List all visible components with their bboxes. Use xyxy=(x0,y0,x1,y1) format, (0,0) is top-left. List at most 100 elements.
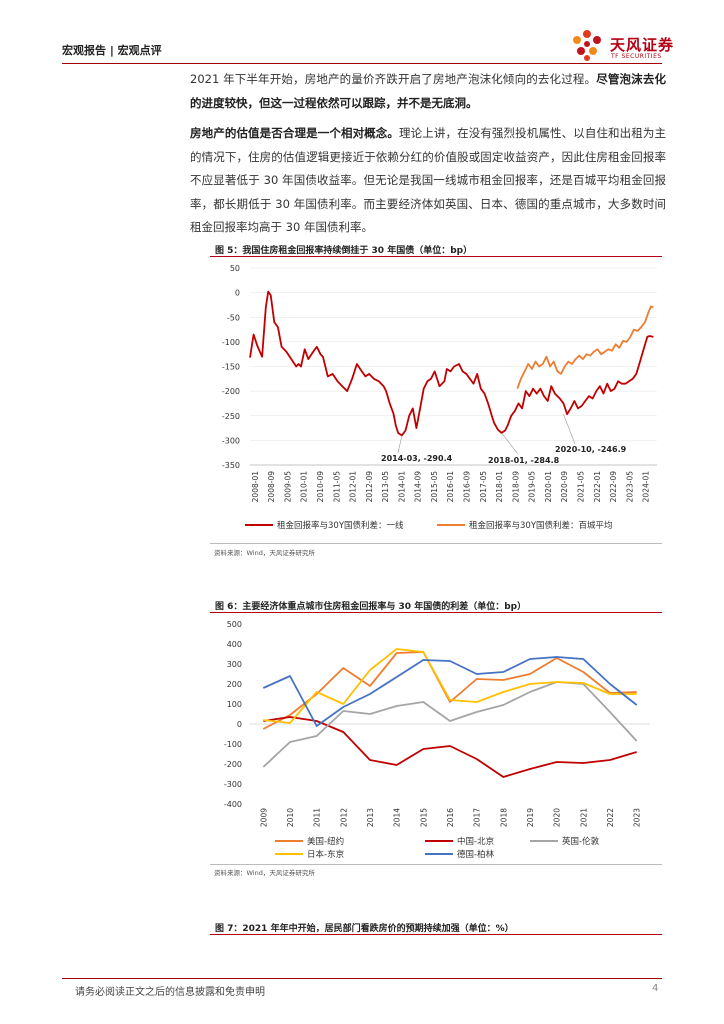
x-tick-label: 2017 xyxy=(473,808,482,827)
paragraph-2-emphasis: 房地产的估值是否合理是一个相对概念。 xyxy=(190,126,400,140)
series-line xyxy=(263,716,637,778)
x-tick-label: 2019 xyxy=(526,808,535,827)
figure-7-top-rule xyxy=(210,934,662,935)
logo-subtext: TF SECURITIES xyxy=(611,53,662,60)
x-tick-label: 2014-09 xyxy=(414,471,423,503)
paragraph-1-text: 2021 年下半年开始，房地产的量价齐跌开启了房地产泡沫化倾向的去化过程。 xyxy=(190,72,597,86)
figure-6-title: 图 6：主要经济体重点城市住房租金回报率与 30 年国债的利差（单位：bp） xyxy=(215,602,527,612)
x-tick-label: 2008-01 xyxy=(251,471,260,503)
y-tick-label: 0 xyxy=(237,720,242,729)
annotation-label: 2014-03, -290.4 xyxy=(381,454,453,463)
y-tick-label: -50 xyxy=(227,313,240,322)
x-tick-label: 2022-01 xyxy=(593,471,602,503)
report-category: 宏观报告 | 宏观点评 xyxy=(62,44,162,57)
y-tick-label: -350 xyxy=(222,461,240,470)
x-tick-label: 2022-09 xyxy=(609,471,618,503)
legend-label: 中国-北京 xyxy=(457,836,494,847)
x-tick-label: 2012-01 xyxy=(349,471,358,503)
x-tick-label: 2022 xyxy=(606,808,615,827)
annotation-leader xyxy=(563,414,576,445)
y-tick-label: -200 xyxy=(224,760,242,769)
paragraph-2: 房地产的估值是否合理是一个相对概念。理论上讲，在没有强烈投机属性、以自住和出租为… xyxy=(190,122,666,240)
legend-label-tier1: 租金回报率与30Y国债利差：一线 xyxy=(277,520,404,531)
x-tick-label: 2016-01 xyxy=(446,471,455,503)
x-tick-label: 2018-09 xyxy=(511,471,520,503)
logo-flower-icon xyxy=(573,30,601,61)
series-line xyxy=(262,656,638,727)
figure-6-chart: 500 400 300 200 100 0 -100 -200 -300 -400 2009 2010… xyxy=(224,620,650,860)
legend-label: 英国-伦敦 xyxy=(562,836,600,847)
x-tick-label: 2015 xyxy=(419,808,428,827)
y-tick-label: 200 xyxy=(227,680,242,689)
x-tick-label: 2010-01 xyxy=(300,471,309,503)
x-tick-label: 2014-01 xyxy=(397,471,406,503)
x-tick-label: 2012 xyxy=(339,808,348,827)
x-tick-label: 2019-05 xyxy=(528,471,537,503)
figure-5-source: 资料来源：Wind，天风证券研究所 xyxy=(214,549,315,557)
legend-label-hundred-city: 租金回报率与30Y国债利差：百城平均 xyxy=(469,520,613,531)
x-tick-label: 2014 xyxy=(393,808,402,827)
x-tick-label: 2016 xyxy=(446,808,455,827)
annotation-leader xyxy=(397,435,403,454)
header-divider xyxy=(62,63,662,64)
x-tick-label: 2020-01 xyxy=(544,471,553,503)
x-tick-label: 2017-05 xyxy=(479,471,488,503)
y-tick-label: 100 xyxy=(227,700,242,709)
annotation-leader xyxy=(501,432,519,455)
x-tick-label: 2009-05 xyxy=(283,471,292,503)
footer-disclaimer: 请务必阅读正文之后的信息披露和免责申明 xyxy=(75,987,265,998)
series-line-tier1 xyxy=(249,290,654,437)
x-tick-label: 2018-01 xyxy=(495,471,504,503)
footer-divider xyxy=(62,978,662,979)
y-tick-label: 300 xyxy=(227,660,242,669)
paragraph-2-text: 理论上讲，在没有强烈投机属性、以自住和出租为主的情况下，住房的估值逻辑更接近于依… xyxy=(190,126,667,234)
figure-5-bottom-rule xyxy=(210,543,662,544)
x-tick-label: 2021 xyxy=(579,808,588,827)
y-tick-label: -100 xyxy=(222,338,240,347)
x-tick-label: 2013 xyxy=(366,808,375,827)
series-line-hundred-city xyxy=(516,305,654,390)
figure-7-title: 图 7：2021 年年中开始，居民部门看跌房价的预期持续加强（单位：%） xyxy=(215,924,514,934)
y-tick-label: -100 xyxy=(224,740,242,749)
legend-label: 日本-东京 xyxy=(307,849,344,860)
x-tick-label: 2018 xyxy=(499,808,508,827)
x-tick-label: 2012-09 xyxy=(365,471,374,503)
figure-6-source: 资料来源：Wind，天风证券研究所 xyxy=(214,869,315,877)
logo-text: 天风证券 xyxy=(610,36,675,54)
page-number: 4 xyxy=(652,983,659,994)
annotation-label: 2018-01, -284.8 xyxy=(488,456,560,465)
series-line xyxy=(262,651,637,730)
y-tick-label: -250 xyxy=(222,412,240,421)
company-logo xyxy=(569,28,605,62)
x-tick-label: 2015-05 xyxy=(430,471,439,503)
x-tick-label: 2024-01 xyxy=(642,471,651,503)
x-tick-label: 2020 xyxy=(553,808,562,827)
figure-5-top-rule xyxy=(210,256,662,257)
x-tick-label: 2021-05 xyxy=(576,471,585,503)
legend-label: 美国-纽约 xyxy=(307,836,344,847)
y-tick-label: 400 xyxy=(227,640,242,649)
x-tick-label: 2010-09 xyxy=(316,471,325,503)
annotation-label: 2020-10, -246.9 xyxy=(555,445,627,454)
y-tick-label: 0 xyxy=(235,289,240,298)
y-tick-label: 50 xyxy=(230,264,240,273)
figure-6-top-rule xyxy=(210,612,662,613)
x-tick-label: 2023 xyxy=(633,808,642,827)
legend-label: 德国-柏林 xyxy=(457,849,495,860)
paragraph-1: 2021 年下半年开始，房地产的量价齐跌开启了房地产泡沫化倾向的去化过程。尽管泡… xyxy=(190,68,666,115)
y-tick-label: -400 xyxy=(224,800,242,809)
x-tick-label: 2023-05 xyxy=(625,471,634,503)
y-tick-label: -150 xyxy=(222,363,240,372)
series-line xyxy=(263,648,637,724)
x-tick-label: 2020-09 xyxy=(560,471,569,503)
y-tick-label: -300 xyxy=(222,436,240,445)
x-tick-label: 2016-09 xyxy=(463,471,472,503)
y-tick-label: -200 xyxy=(222,387,240,396)
x-tick-label: 2011-05 xyxy=(332,471,341,503)
x-tick-label: 2011 xyxy=(313,808,322,827)
figure-6-bottom-rule xyxy=(210,864,662,865)
x-tick-label: 2008-09 xyxy=(267,471,276,503)
y-tick-label: 500 xyxy=(227,620,242,629)
x-tick-label: 2010 xyxy=(286,808,295,827)
figure-5-title: 图 5：我国住房租金回报率持续倒挂于 30 年国债（单位：bp） xyxy=(215,246,473,256)
